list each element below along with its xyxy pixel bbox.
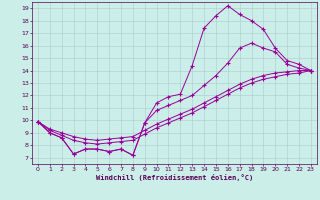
X-axis label: Windchill (Refroidissement éolien,°C): Windchill (Refroidissement éolien,°C) [96, 174, 253, 181]
